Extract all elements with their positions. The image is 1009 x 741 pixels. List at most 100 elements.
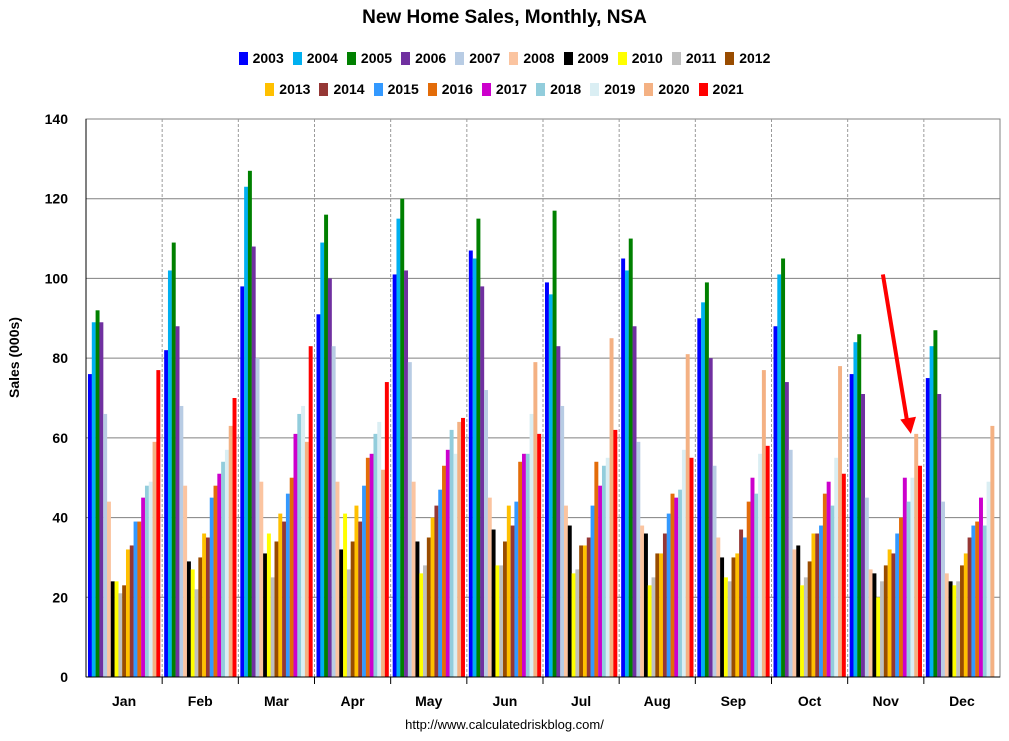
bar-Nov-2019 xyxy=(910,477,915,677)
legend-label: 2007 xyxy=(469,50,501,66)
bar-Feb-2012 xyxy=(198,557,203,677)
x-tick-label: Jul xyxy=(571,693,591,709)
legend-item-2005: 2005 xyxy=(346,47,392,69)
bar-Nov-2006 xyxy=(861,394,866,677)
bar-May-2004 xyxy=(396,218,401,677)
bar-Jun-2017 xyxy=(522,453,526,677)
bar-May-2014 xyxy=(434,505,439,677)
bar-Jan-2014 xyxy=(129,545,134,677)
bar-Feb-2020 xyxy=(228,425,233,677)
bar-Mar-2009 xyxy=(263,553,268,677)
bar-May-2005 xyxy=(400,198,405,677)
bar-Aug-2013 xyxy=(659,553,664,677)
bar-Nov-2013 xyxy=(887,549,892,677)
bar-Jul-2019 xyxy=(605,457,610,677)
legend-swatch-2017 xyxy=(481,82,491,96)
legend-item-2015: 2015 xyxy=(373,78,419,100)
bar-Dec-2004 xyxy=(929,346,934,677)
bar-Apr-2003 xyxy=(316,314,321,677)
bar-Aug-2007 xyxy=(636,441,641,677)
bar-Dec-2015 xyxy=(971,525,976,677)
bar-Aug-2020 xyxy=(685,354,690,677)
bar-Jun-2011 xyxy=(499,565,504,677)
bar-Feb-2006 xyxy=(175,326,180,677)
bar-Jul-2008 xyxy=(563,505,568,677)
bar-Jul-2018 xyxy=(601,465,606,677)
bar-May-2008 xyxy=(411,481,416,677)
bar-Jun-2006 xyxy=(480,286,485,677)
bar-Jan-2004 xyxy=(91,322,96,677)
bar-Feb-2004 xyxy=(167,270,172,677)
bar-Apr-2010 xyxy=(343,513,348,677)
bar-May-2019 xyxy=(453,453,458,677)
bar-Oct-2014 xyxy=(815,533,820,677)
bar-Jan-2003 xyxy=(88,374,92,677)
annotation-arrow-shaft xyxy=(880,274,909,421)
legend-label: 2014 xyxy=(333,81,365,97)
bar-Jun-2015 xyxy=(514,501,519,677)
legend-item-2003: 2003 xyxy=(238,47,284,69)
bar-Aug-2008 xyxy=(640,525,645,677)
legend-label: 2011 xyxy=(685,50,717,66)
bar-Jul-2015 xyxy=(590,505,595,677)
bar-Mar-2020 xyxy=(304,441,309,677)
bar-Nov-2015 xyxy=(895,533,900,677)
bar-Jun-2012 xyxy=(503,541,507,677)
x-tick-label: Nov xyxy=(873,693,900,709)
bar-Oct-2007 xyxy=(788,449,793,677)
bar-Nov-2004 xyxy=(853,342,858,677)
bar-Jul-2007 xyxy=(560,405,565,677)
bar-Apr-2012 xyxy=(350,541,355,677)
bar-Dec-2011 xyxy=(956,581,961,677)
bar-Mar-2008 xyxy=(259,481,264,677)
legend-label: 2019 xyxy=(604,81,636,97)
bar-Apr-2006 xyxy=(327,278,332,677)
bar-Aug-2005 xyxy=(628,238,633,677)
legend-swatch-2014 xyxy=(319,82,329,96)
legend-label: 2004 xyxy=(306,50,338,66)
bar-Jan-2008 xyxy=(106,501,111,677)
legend-row: 2003 2004 2005 2006 2007 2008 2009 2010 2011 2012 xyxy=(0,47,1009,69)
bar-Aug-2019 xyxy=(681,449,686,677)
bar-Jun-2005 xyxy=(476,218,481,677)
bar-Jun-2021 xyxy=(537,433,542,677)
bar-Sep-2004 xyxy=(701,302,706,677)
y-tick-label: 40 xyxy=(52,510,68,526)
bar-Mar-2005 xyxy=(247,170,252,677)
bar-Nov-2021 xyxy=(918,465,922,677)
bar-May-2013 xyxy=(430,517,435,677)
bar-Jul-2013 xyxy=(582,545,587,677)
bar-Oct-2005 xyxy=(781,258,786,677)
bar-May-2017 xyxy=(445,449,450,677)
bar-Jun-2004 xyxy=(472,258,477,677)
bar-Aug-2016 xyxy=(670,493,675,677)
bar-Oct-2016 xyxy=(822,493,827,677)
bar-Jan-2020 xyxy=(152,441,157,677)
bar-Sep-2018 xyxy=(754,493,759,677)
bar-Sep-2012 xyxy=(731,557,736,677)
bar-Jan-2011 xyxy=(118,593,123,677)
bar-Jun-2019 xyxy=(529,413,534,677)
bar-Jul-2016 xyxy=(594,461,599,677)
bar-Mar-2006 xyxy=(251,246,256,678)
bar-Jul-2021 xyxy=(613,429,618,677)
bar-May-2011 xyxy=(423,565,427,677)
bar-Dec-2008 xyxy=(944,573,949,677)
legend-item-2010: 2010 xyxy=(617,47,663,69)
bar-Jan-2015 xyxy=(133,521,138,677)
bar-Apr-2008 xyxy=(335,481,340,677)
legend-item-2012: 2012 xyxy=(725,47,770,69)
bar-May-2018 xyxy=(449,429,454,677)
legend-label: 2008 xyxy=(523,50,555,66)
legend-item-2019: 2019 xyxy=(590,78,635,100)
bar-Sep-2021 xyxy=(765,445,770,677)
bar-Feb-2010 xyxy=(190,569,195,677)
bar-Jan-2019 xyxy=(148,481,153,677)
bar-Apr-2016 xyxy=(365,457,370,677)
legend-swatch-2003 xyxy=(238,51,248,65)
bar-Mar-2013 xyxy=(278,513,283,677)
bar-Oct-2020 xyxy=(838,366,843,677)
chart-title: New Home Sales, Monthly, NSA xyxy=(362,7,647,28)
legend-swatch-2006 xyxy=(401,51,411,65)
bar-Feb-2021 xyxy=(232,398,237,677)
